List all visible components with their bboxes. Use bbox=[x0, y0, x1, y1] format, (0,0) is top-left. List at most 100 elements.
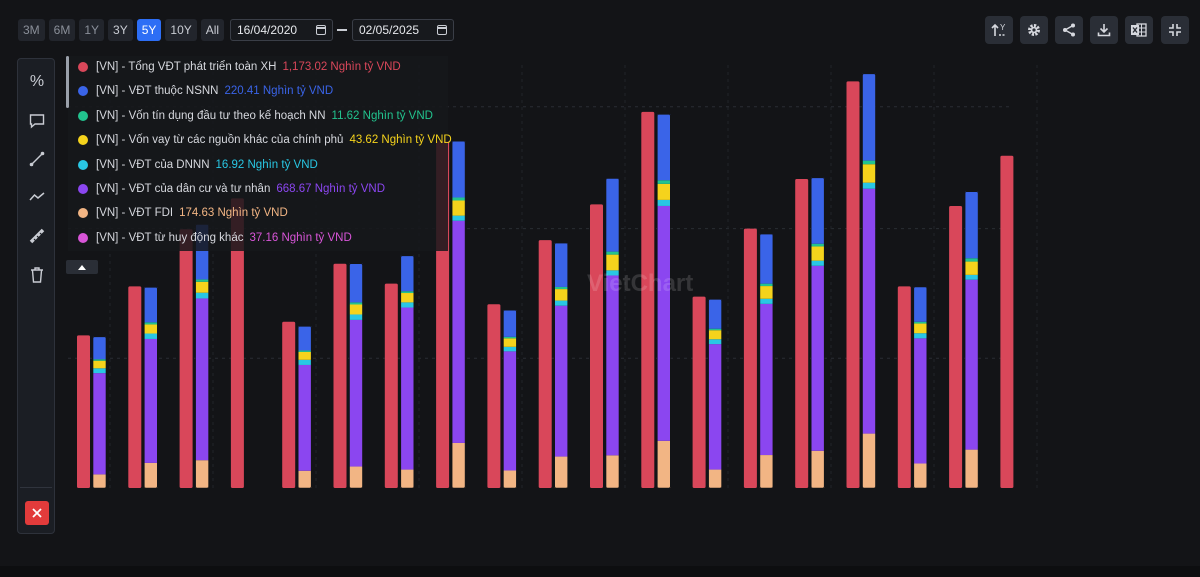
bar-segment[interactable] bbox=[503, 336, 517, 339]
legend-collapse-button[interactable] bbox=[66, 260, 98, 274]
bar-total[interactable] bbox=[692, 296, 706, 488]
bar-segment[interactable] bbox=[195, 298, 209, 461]
bar-segment[interactable] bbox=[195, 460, 209, 488]
bar-segment[interactable] bbox=[965, 274, 979, 280]
range-10y-button[interactable]: 10Y bbox=[165, 19, 197, 41]
bar-segment[interactable] bbox=[606, 455, 619, 488]
bar-segment[interactable] bbox=[657, 114, 671, 181]
bar-total[interactable] bbox=[77, 335, 90, 488]
bar-segment[interactable] bbox=[913, 333, 927, 339]
bar-segment[interactable] bbox=[759, 283, 773, 287]
bar-segment[interactable] bbox=[452, 220, 466, 443]
bar-segment[interactable] bbox=[93, 336, 106, 360]
bar-segment[interactable] bbox=[298, 351, 312, 360]
close-icon[interactable] bbox=[25, 501, 49, 525]
range-6m-button[interactable]: 6M bbox=[48, 19, 76, 41]
excel-icon[interactable] bbox=[1125, 16, 1153, 44]
bar-segment[interactable] bbox=[965, 258, 979, 262]
trash-icon[interactable] bbox=[27, 265, 47, 285]
bar-segment[interactable] bbox=[708, 299, 722, 329]
bar-segment[interactable] bbox=[144, 338, 158, 463]
bar-total[interactable] bbox=[384, 283, 398, 488]
range-3y-button[interactable]: 3Y bbox=[108, 19, 133, 41]
bar-segment[interactable] bbox=[144, 462, 158, 488]
share-icon[interactable] bbox=[1055, 16, 1083, 44]
bar-total[interactable] bbox=[282, 321, 296, 488]
legend-item[interactable]: [VN] - VĐT của dân cư và tư nhân 668.67 N… bbox=[78, 181, 385, 197]
settings-icon[interactable] bbox=[1020, 16, 1048, 44]
bar-segment[interactable] bbox=[195, 281, 209, 293]
percent-icon[interactable]: % bbox=[29, 73, 45, 90]
bar-segment[interactable] bbox=[349, 302, 363, 305]
bar-segment[interactable] bbox=[503, 346, 517, 352]
bar-segment[interactable] bbox=[606, 270, 619, 276]
range-1y-button[interactable]: 1Y bbox=[79, 19, 105, 41]
bar-segment[interactable] bbox=[195, 292, 209, 299]
bar-segment[interactable] bbox=[759, 303, 773, 456]
bar-segment[interactable] bbox=[349, 304, 363, 315]
bar-segment[interactable] bbox=[913, 321, 927, 324]
bar-segment[interactable] bbox=[503, 310, 517, 337]
bar-segment[interactable] bbox=[554, 243, 568, 287]
bar-total[interactable] bbox=[641, 111, 655, 488]
bar-total[interactable] bbox=[128, 286, 142, 488]
bar-segment[interactable] bbox=[93, 373, 106, 475]
bar-total[interactable] bbox=[538, 240, 552, 488]
bar-segment[interactable] bbox=[657, 199, 671, 206]
bar-segment[interactable] bbox=[298, 359, 312, 365]
bar-segment[interactable] bbox=[93, 368, 106, 374]
bar-total[interactable] bbox=[897, 286, 911, 488]
bar-segment[interactable] bbox=[349, 319, 363, 467]
bar-segment[interactable] bbox=[657, 180, 671, 184]
legend-item[interactable]: [VN] - VĐT FDI 174.63 Nghìn tỷ VND bbox=[78, 205, 288, 221]
bar-segment[interactable] bbox=[965, 191, 979, 259]
bar-segment[interactable] bbox=[554, 305, 568, 457]
bar-segment[interactable] bbox=[400, 291, 414, 294]
range-all-button[interactable]: All bbox=[200, 19, 225, 41]
legend-item[interactable]: [VN] - VĐT từ huy động khác 37.16 Nghìn t… bbox=[78, 230, 352, 246]
bar-segment[interactable] bbox=[349, 263, 363, 303]
bar-total[interactable] bbox=[846, 81, 860, 489]
bar-segment[interactable] bbox=[862, 160, 876, 165]
bar-segment[interactable] bbox=[554, 289, 568, 301]
download-icon[interactable] bbox=[1090, 16, 1118, 44]
collapse-fullscreen-icon[interactable] bbox=[1161, 16, 1189, 44]
bar-segment[interactable] bbox=[708, 469, 722, 488]
bar-segment[interactable] bbox=[606, 254, 619, 271]
bar-segment[interactable] bbox=[811, 246, 825, 261]
bar-segment[interactable] bbox=[965, 449, 979, 488]
bar-segment[interactable] bbox=[913, 338, 927, 464]
bar-total[interactable] bbox=[949, 205, 963, 488]
legend-item[interactable]: [VN] - Vốn vay từ các nguồn khác của chí… bbox=[78, 132, 452, 148]
bar-segment[interactable] bbox=[862, 433, 876, 488]
bar-segment[interactable] bbox=[965, 279, 979, 450]
bar-segment[interactable] bbox=[811, 265, 825, 451]
bar-segment[interactable] bbox=[349, 466, 363, 488]
bar-segment[interactable] bbox=[298, 350, 312, 352]
bar-segment[interactable] bbox=[759, 298, 773, 304]
bar-segment[interactable] bbox=[657, 440, 671, 488]
bar-segment[interactable] bbox=[400, 255, 414, 292]
bar-total[interactable] bbox=[1000, 155, 1014, 488]
bar-segment[interactable] bbox=[400, 293, 414, 303]
bar-segment[interactable] bbox=[759, 455, 773, 488]
bar-segment[interactable] bbox=[606, 178, 619, 252]
bar-segment[interactable] bbox=[298, 326, 312, 351]
bar-segment[interactable] bbox=[400, 307, 414, 470]
line-chart-icon[interactable] bbox=[27, 187, 47, 207]
bar-total[interactable] bbox=[179, 229, 193, 488]
bar-segment[interactable] bbox=[759, 234, 773, 284]
range-3m-button[interactable]: 3M bbox=[18, 19, 45, 41]
bar-segment[interactable] bbox=[400, 469, 414, 488]
calendar-icon[interactable] bbox=[437, 25, 447, 35]
bar-segment[interactable] bbox=[195, 279, 209, 282]
comment-icon[interactable] bbox=[27, 111, 47, 131]
bar-segment[interactable] bbox=[708, 344, 722, 470]
bar-segment[interactable] bbox=[144, 333, 158, 339]
legend-item[interactable]: [VN] - VĐT thuộc NSNN 220.41 Nghìn tỷ VND bbox=[78, 83, 333, 99]
bar-segment[interactable] bbox=[452, 197, 466, 201]
bar-segment[interactable] bbox=[144, 324, 158, 334]
bar-segment[interactable] bbox=[452, 442, 466, 488]
bar-segment[interactable] bbox=[811, 243, 825, 247]
bar-segment[interactable] bbox=[298, 470, 312, 488]
